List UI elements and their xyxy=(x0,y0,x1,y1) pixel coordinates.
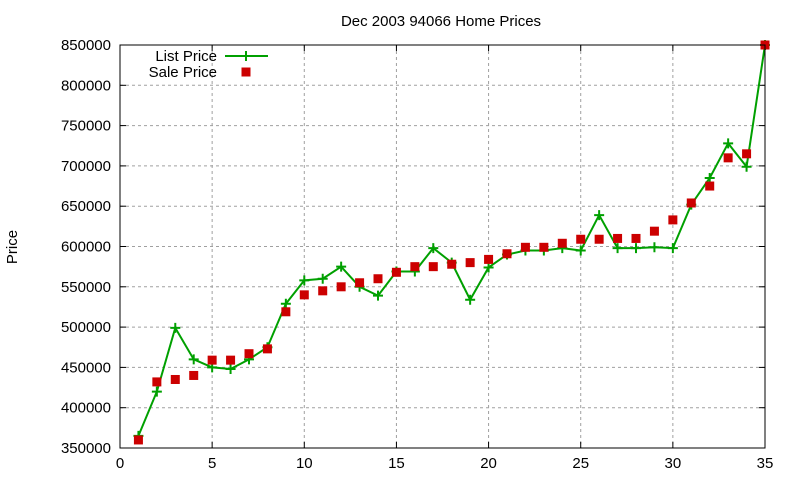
sale-price-point xyxy=(373,274,383,284)
list-price-point xyxy=(649,242,660,253)
legend: List Price Sale Price xyxy=(149,48,268,81)
y-tick-label: 800000 xyxy=(61,77,111,94)
list-price-point xyxy=(188,354,199,365)
ticks: 0 5 10 15 20 25 30 35 350000 400000 450000 500000 55… xyxy=(61,37,773,472)
y-tick-label: 450000 xyxy=(61,359,111,376)
x-tick-label: 20 xyxy=(480,455,497,472)
sale-price-point xyxy=(447,259,457,269)
x-tick-label: 0 xyxy=(116,455,124,472)
y-tick-label: 350000 xyxy=(61,440,111,457)
list-price-point xyxy=(225,364,236,375)
sale-price-point xyxy=(484,254,494,264)
x-tick-label: 25 xyxy=(572,455,589,472)
legend-marker-list-price xyxy=(241,51,251,61)
sale-price-point xyxy=(668,215,678,225)
y-tick-label: 500000 xyxy=(61,319,111,336)
legend-marker-sale-price xyxy=(241,67,251,77)
list-price-point xyxy=(299,275,310,286)
list-price-point xyxy=(612,243,623,254)
sale-price-point xyxy=(594,234,604,244)
list-price-point xyxy=(741,161,752,172)
list-price-point xyxy=(336,261,347,272)
sale-price-point xyxy=(244,349,254,359)
sale-price-point xyxy=(428,262,438,272)
list-price-point xyxy=(465,294,476,305)
sale-price-point xyxy=(299,290,309,300)
sale-price-point xyxy=(355,278,365,288)
list-price-point xyxy=(575,245,586,256)
list-price-point xyxy=(317,273,328,284)
series-line-list-price xyxy=(137,44,766,437)
list-price-point xyxy=(373,290,383,301)
list-price-point xyxy=(170,322,181,333)
grid xyxy=(120,45,765,448)
list-price-point xyxy=(151,386,162,397)
x-tick-label: 35 xyxy=(757,455,774,472)
sale-price-point xyxy=(705,181,715,191)
sale-price-point xyxy=(576,234,586,244)
x-tick-label: 15 xyxy=(388,455,405,472)
y-axis-label: Price xyxy=(4,230,21,264)
sale-price-point xyxy=(391,267,401,277)
series xyxy=(133,40,770,445)
list-price-point xyxy=(667,243,678,254)
plot-border xyxy=(119,44,766,449)
sale-price-point xyxy=(613,233,623,243)
sale-price-point xyxy=(557,238,567,248)
x-tick-label: 5 xyxy=(208,455,216,472)
y-tick-label: 700000 xyxy=(61,158,111,175)
sale-price-point xyxy=(410,262,420,272)
sale-price-point xyxy=(262,344,272,354)
y-tick-label: 750000 xyxy=(61,118,111,135)
y-tick-label: 400000 xyxy=(61,400,111,417)
y-tick-label: 850000 xyxy=(61,37,111,54)
list-price-point xyxy=(483,262,494,273)
list-price-point xyxy=(428,243,439,254)
x-tick-label: 30 xyxy=(665,455,682,472)
legend-label-list-price: List Price xyxy=(155,48,217,65)
sale-price-point xyxy=(742,149,752,159)
sale-price-point xyxy=(723,153,733,163)
y-tick-label: 550000 xyxy=(61,279,111,296)
sale-price-point xyxy=(539,242,549,252)
y-tick-label: 600000 xyxy=(61,239,111,256)
sale-price-point xyxy=(649,226,659,236)
sale-price-point xyxy=(281,307,291,317)
list-price-point xyxy=(280,298,291,309)
y-tick-label: 650000 xyxy=(61,198,111,215)
list-price-point xyxy=(723,138,734,149)
chart-title: Dec 2003 94066 Home Prices xyxy=(341,13,541,30)
sale-price-point xyxy=(686,198,696,208)
list-price-point xyxy=(704,172,715,183)
list-price-point xyxy=(594,210,605,221)
sale-price-point xyxy=(502,249,512,259)
sale-price-point xyxy=(336,282,346,292)
sale-price-point xyxy=(133,435,143,445)
x-tick-label: 10 xyxy=(296,455,313,472)
sale-price-point xyxy=(170,374,180,384)
sale-price-point xyxy=(318,286,328,296)
list-price-point xyxy=(631,243,641,254)
sale-price-point xyxy=(189,370,199,380)
legend-label-sale-price: Sale Price xyxy=(149,64,217,81)
sale-price-point xyxy=(207,355,217,365)
sale-price-point xyxy=(226,355,236,365)
sale-price-point xyxy=(152,377,162,387)
sale-price-point xyxy=(465,258,475,268)
sale-price-point xyxy=(631,233,641,243)
sale-price-point xyxy=(520,242,530,252)
